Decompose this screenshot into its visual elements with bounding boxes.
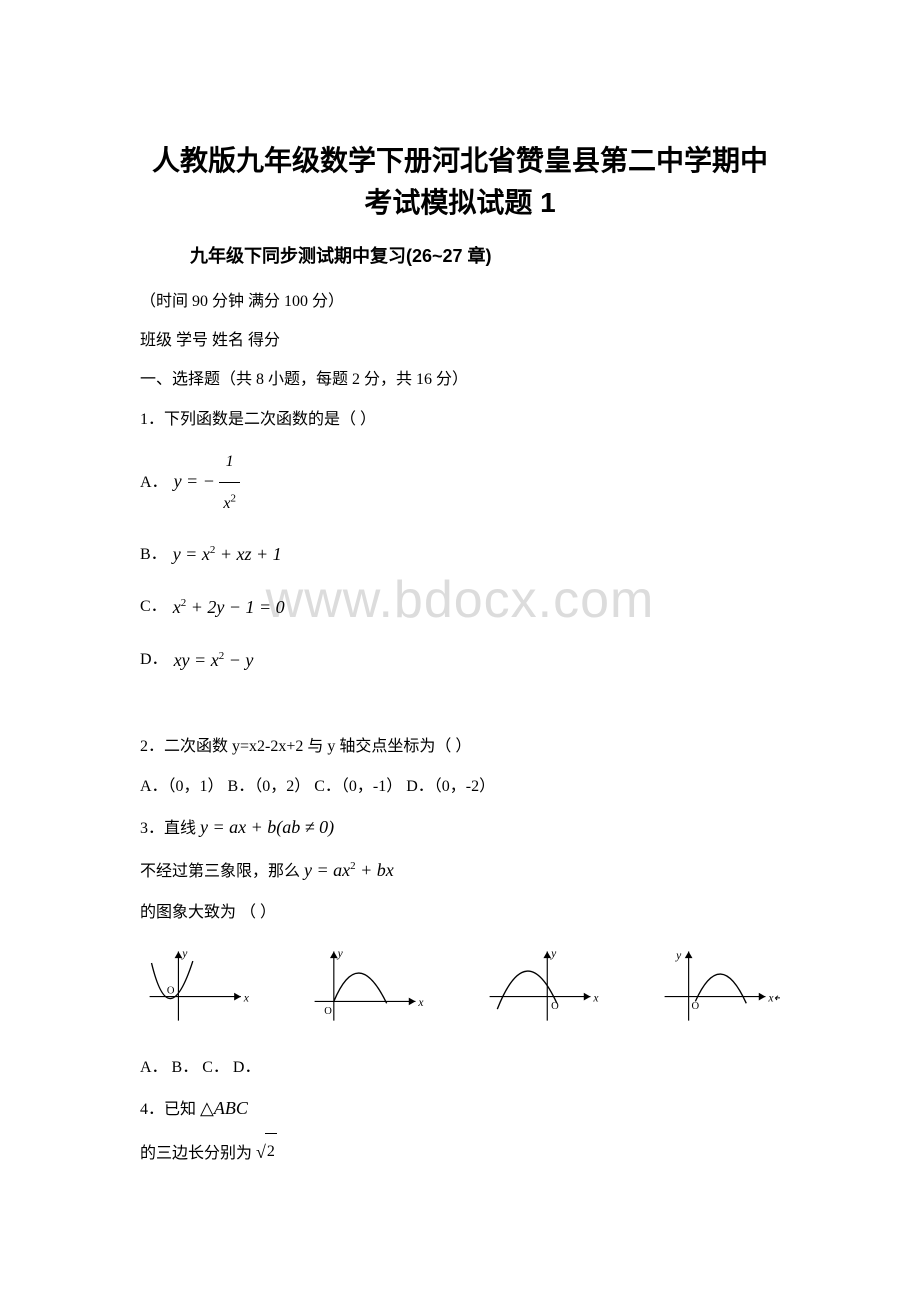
svg-text:x: x (593, 992, 600, 1004)
q1-stem: 1．下列函数是二次函数的是（ ） (140, 402, 780, 437)
q3-line2-math: y = ax2 + bx (304, 860, 394, 880)
q1-opt-c-math: x2 + 2y − 1 = 0 (173, 584, 285, 631)
svg-text:O: O (325, 1006, 333, 1017)
q1-opt-b: B． y = x2 + xz + 1 (140, 531, 780, 578)
q3-line2-prefix: 不经过第三象限，那么 (140, 863, 300, 880)
section-1-heading: 一、选择题（共 8 小题，每题 2 分，共 16 分） (140, 362, 780, 397)
q2-stem: 2．二次函数 y=x2-2x+2 与 y 轴交点坐标为（ ） (140, 729, 780, 764)
header-fields-line: 班级 学号 姓名 得分 (140, 323, 780, 358)
q3-opts: A． B． C． D． (140, 1050, 780, 1085)
svg-text:O: O (692, 1001, 700, 1012)
q1-opt-b-label: B． (140, 534, 167, 576)
q1-opt-c-label: C． (140, 586, 167, 628)
svg-text:x↵: x↵ (767, 992, 780, 1004)
q3-line2: 不经过第三象限，那么 y = ax2 + bx (140, 851, 780, 891)
document-content: 人教版九年级数学下册河北省赞皇县第二中学期中考试模拟试题 1 九年级下同步测试期… (140, 140, 780, 1172)
q4-line2-prefix: 的三边长分别为 (140, 1145, 252, 1162)
q3-stem: 3．直线 y = ax + b(ab ≠ 0) (140, 808, 780, 848)
q3-graph-b: y x O (305, 942, 430, 1032)
q1-opt-d: D． xy = x2 − y (140, 637, 780, 684)
q3-stem-prefix: 3．直线 (140, 820, 196, 837)
q3-graph-c: y x O (480, 942, 605, 1032)
q4-stem-math: △ABC (200, 1098, 248, 1118)
q4-stem-prefix: 4．已知 (140, 1101, 196, 1118)
q1-opt-d-label: D． (140, 639, 168, 681)
q3-line3: 的图象大致为 （ ） (140, 895, 780, 930)
svg-text:O: O (551, 1001, 559, 1012)
page-subtitle: 九年级下同步测试期中复习(26~27 章) (140, 242, 780, 268)
svg-text:y: y (550, 948, 557, 960)
page-title: 人教版九年级数学下册河北省赞皇县第二中学期中考试模拟试题 1 (140, 140, 780, 224)
q1-opt-a: A． y = − 1x2 (140, 441, 780, 525)
q4-stem: 4．已知 △ABC (140, 1089, 780, 1129)
q3-graph-d: y x↵ O (655, 942, 780, 1032)
q4-line2: 的三边长分别为 √2 (140, 1133, 780, 1173)
q1-opt-a-math: y = − 1x2 (174, 441, 240, 525)
svg-text:x: x (418, 997, 425, 1009)
q3-stem-math: y = ax + b(ab ≠ 0) (200, 817, 334, 837)
svg-text:x: x (243, 992, 250, 1004)
svg-text:y: y (181, 948, 188, 960)
q1-opt-d-math: xy = x2 − y (174, 637, 254, 684)
q4-sqrt2: √2 (256, 1133, 277, 1173)
q1-opt-a-label: A． (140, 462, 168, 504)
svg-text:y: y (337, 948, 344, 960)
time-score-line: （时间 90 分钟 满分 100 分） (140, 284, 780, 319)
q1-opt-c: C． x2 + 2y − 1 = 0 (140, 584, 780, 631)
svg-text:y: y (675, 950, 682, 962)
q1-opt-b-math: y = x2 + xz + 1 (173, 531, 282, 578)
q2-opts: A．（0，1） B．（0，2） C．（0，-1） D．（0，-2） (140, 769, 780, 804)
svg-text:O: O (167, 986, 175, 997)
q3-graph-a: y x O (140, 942, 255, 1032)
q3-graphs: y x O y x O y x O (140, 942, 780, 1032)
